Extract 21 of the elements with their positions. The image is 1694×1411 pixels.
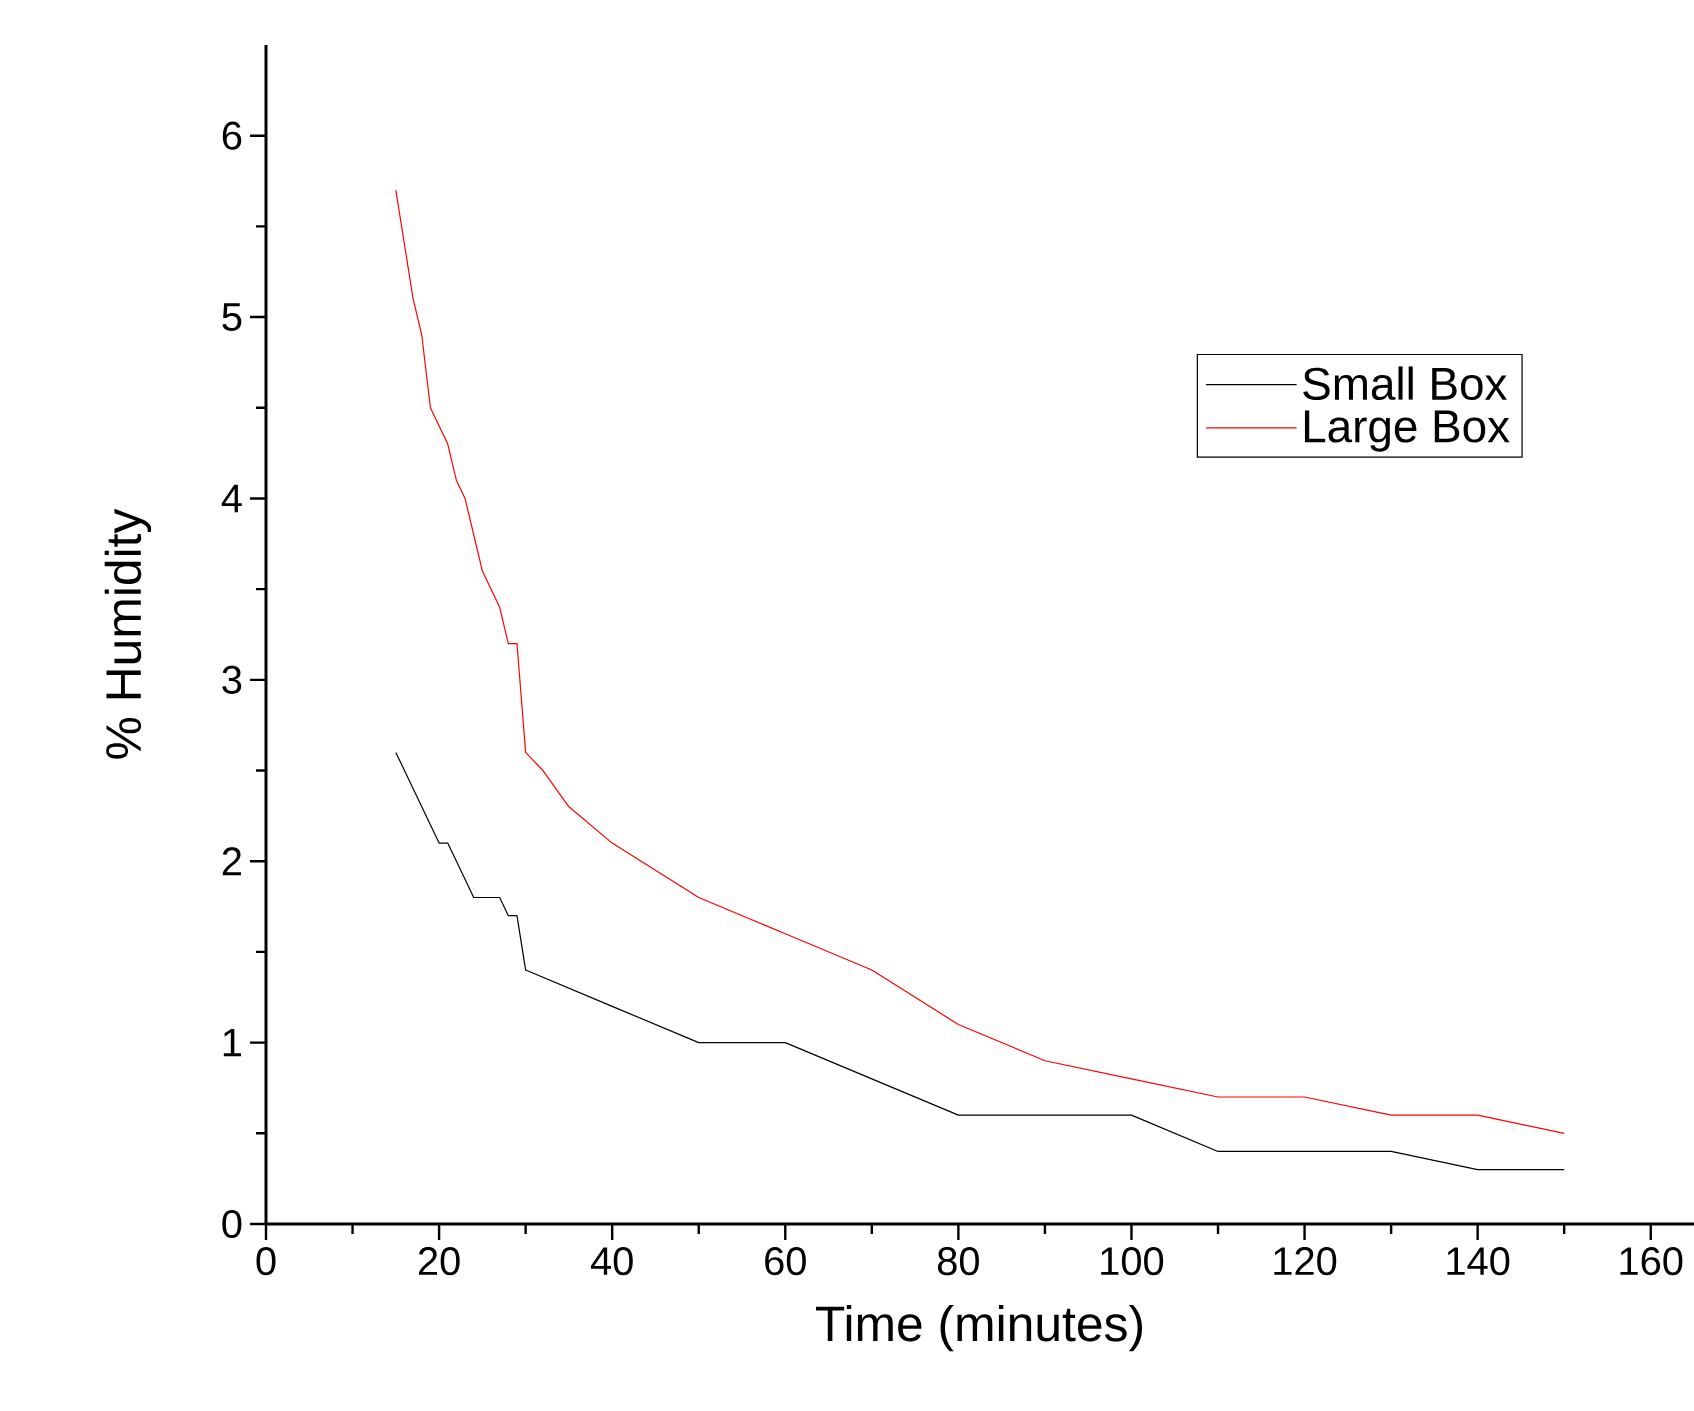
x-tick-label: 120 bbox=[1274, 1247, 1337, 1276]
line-series bbox=[395, 189, 1565, 1134]
legend-label: Small Box bbox=[1303, 366, 1507, 401]
legend-label: Large Box bbox=[1304, 410, 1510, 452]
x-tick-label: 160 bbox=[1620, 1247, 1683, 1276]
y-tick-label: 2 bbox=[222, 847, 241, 876]
y-tick-label: 5 bbox=[222, 303, 242, 331]
y-tick-label: 6 bbox=[222, 121, 242, 150]
x-tick-label: 20 bbox=[418, 1247, 460, 1276]
x-tick-label: 40 bbox=[590, 1247, 633, 1276]
y-tick-label: 3 bbox=[222, 665, 242, 694]
y-axis-title: % Humidity bbox=[104, 508, 152, 759]
y-tick-label: 0 bbox=[222, 1209, 242, 1239]
x-tick-label: 100 bbox=[1101, 1247, 1164, 1276]
x-tick-label: 80 bbox=[937, 1247, 979, 1276]
y-tick-label: 4 bbox=[221, 484, 242, 513]
x-tick-label: 0 bbox=[256, 1247, 276, 1276]
x-tick-label: 60 bbox=[765, 1247, 806, 1276]
y-tick-label: 1 bbox=[223, 1028, 242, 1057]
x-axis-title: Time (minutes) bbox=[815, 1304, 1142, 1352]
x-tick-label: 140 bbox=[1447, 1247, 1510, 1276]
